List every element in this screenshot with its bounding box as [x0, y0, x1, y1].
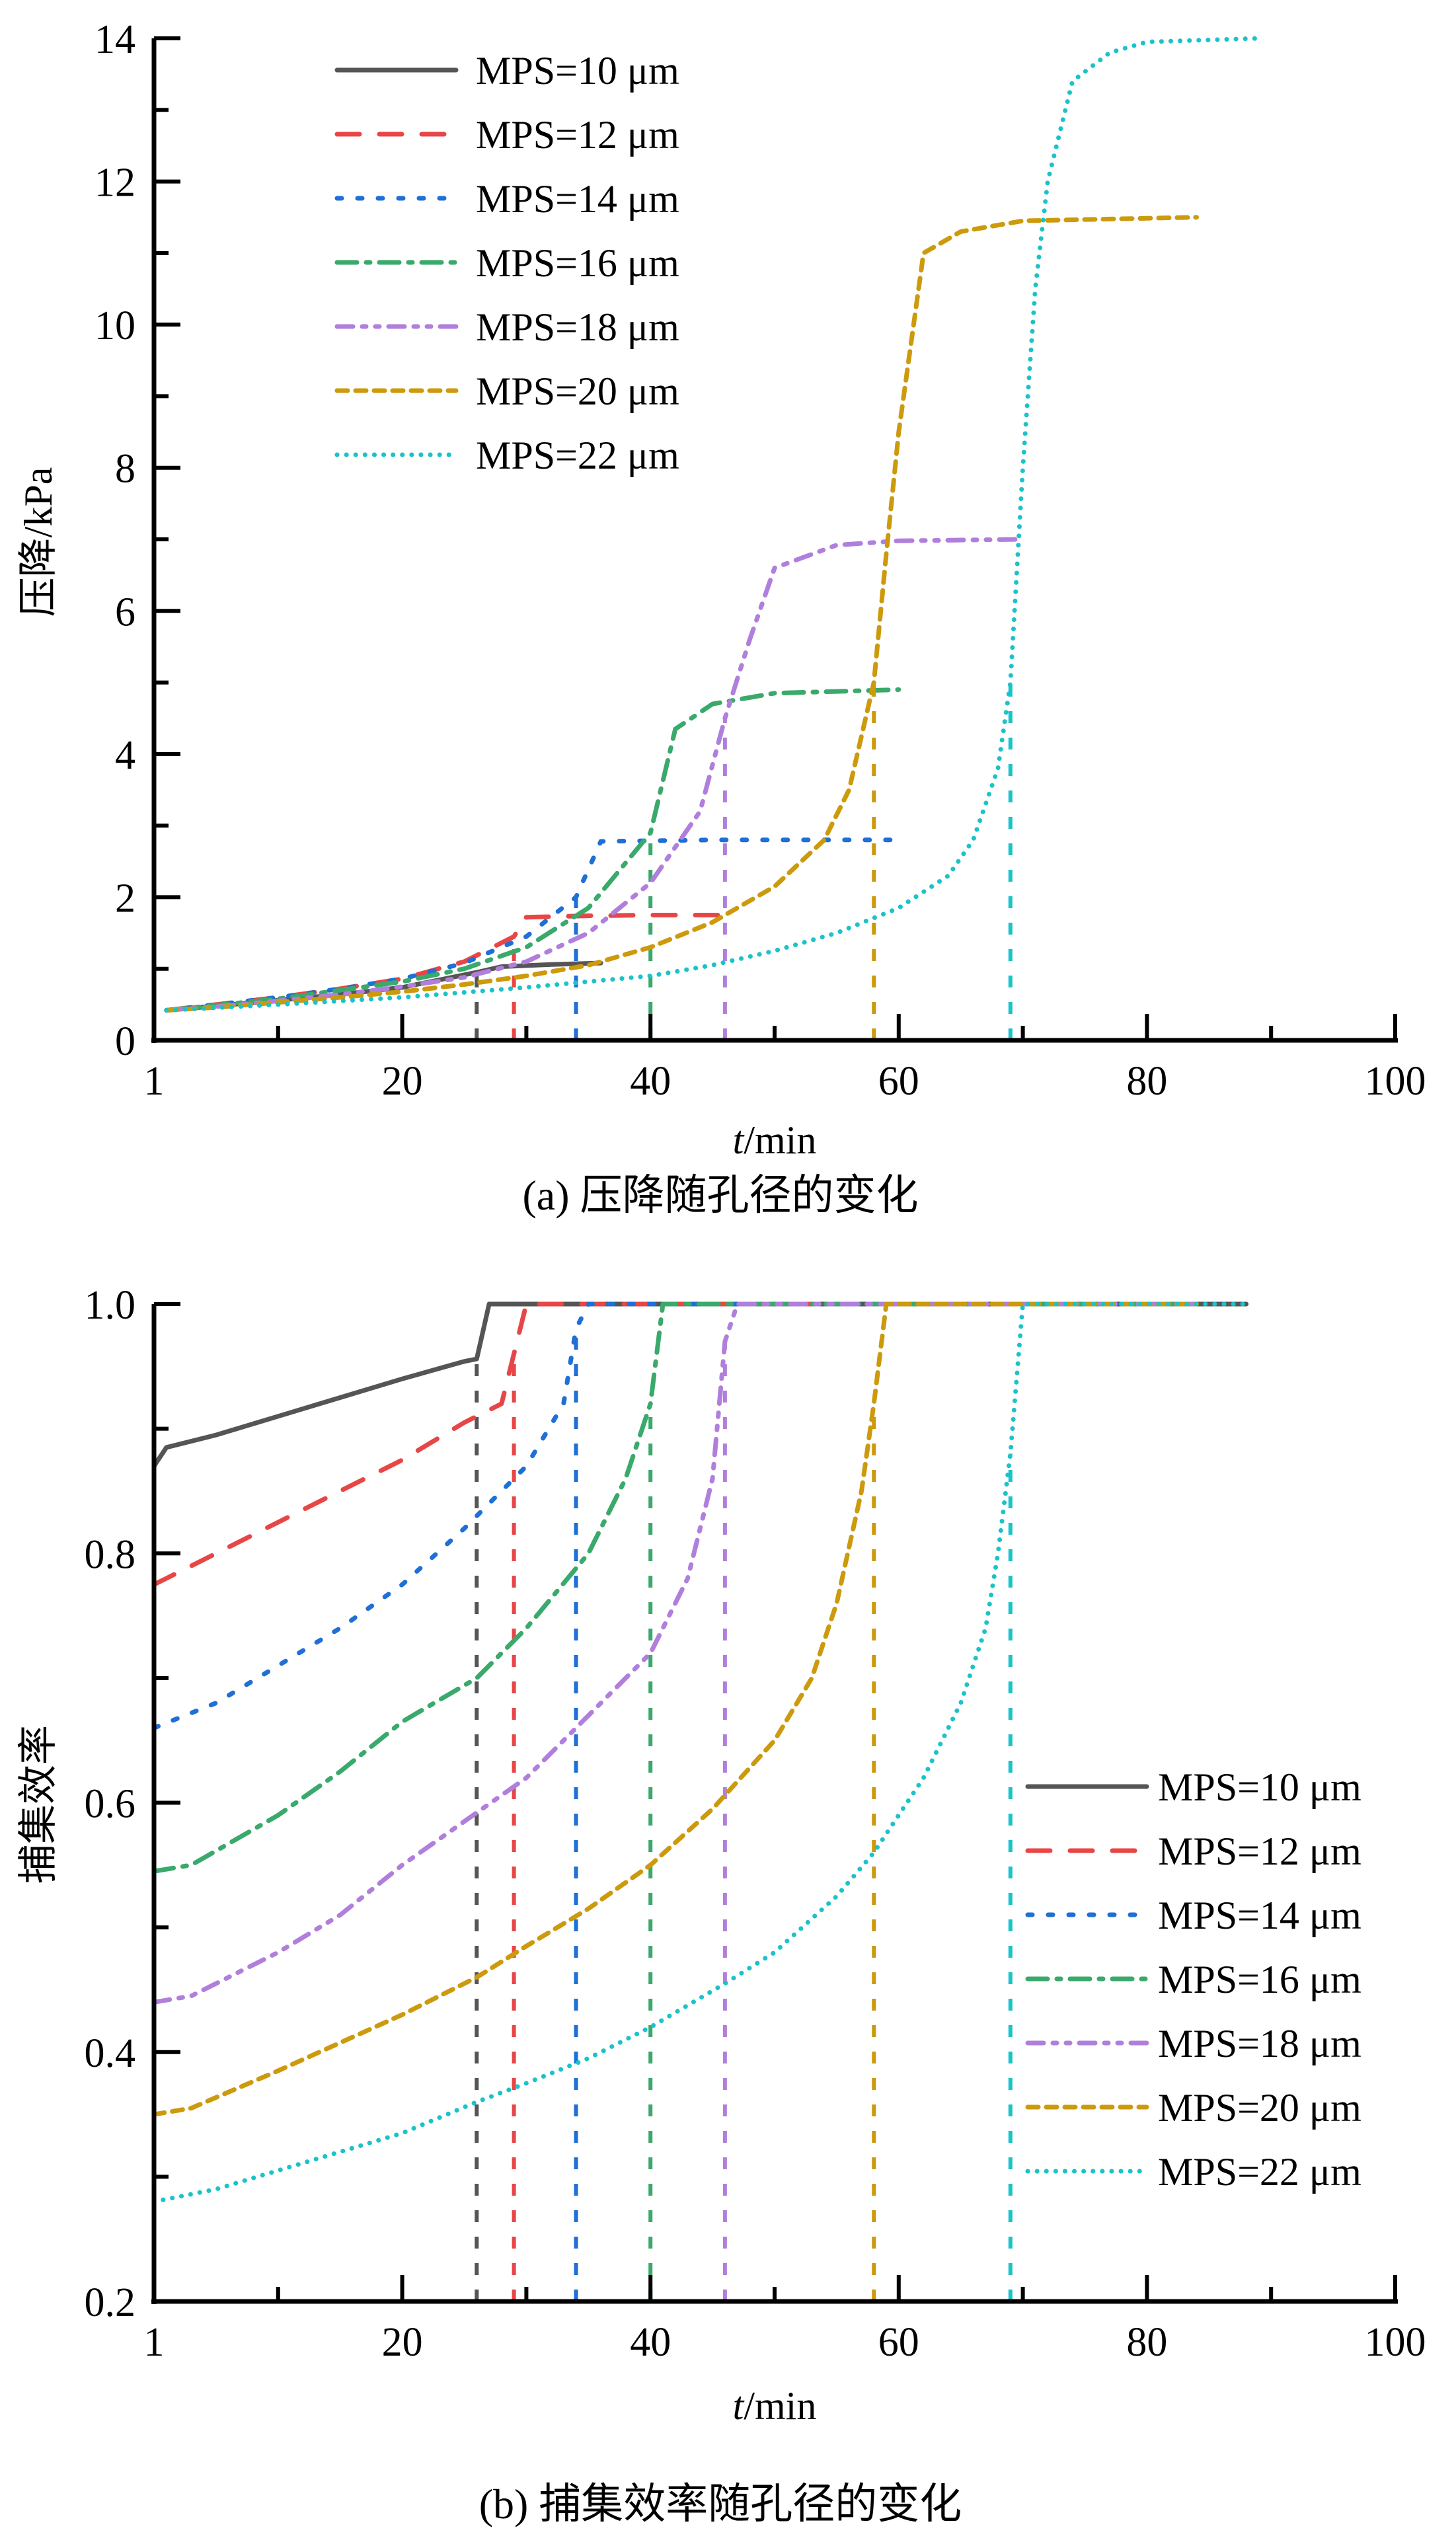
legend-item: MPS=14 μm [334, 177, 679, 221]
x-tick-label: 1 [144, 1059, 165, 1104]
legend-label: MPS=22 μm [1158, 2150, 1361, 2194]
legend-item: MPS=10 μm [1025, 1765, 1361, 1809]
legend-item: MPS=22 μm [1025, 2150, 1361, 2194]
legend: MPS=10 μm MPS=12 μm MPS=14 μm MPS=16 μm MPS=… [1025, 1765, 1361, 2194]
legend-label: MPS=16 μm [1158, 1958, 1361, 2001]
legend-label: MPS=20 μm [1158, 2086, 1361, 2130]
series-group [151, 1301, 1249, 2301]
legend-label: MPS=10 μm [476, 49, 679, 93]
legend-label: MPS=18 μm [476, 305, 679, 349]
x-tick-label: 60 [878, 1059, 919, 1104]
y-tick-label: 0.2 [85, 2280, 136, 2325]
legend-item: MPS=20 μm [1025, 2086, 1361, 2130]
series-line-3 [151, 1301, 1199, 1874]
legend-label: MPS=20 μm [476, 369, 679, 413]
legend-item: MPS=12 μm [334, 113, 679, 157]
legend-item: MPS=20 μm [334, 369, 679, 413]
y-tick-label: 10 [95, 303, 135, 348]
x-axis-title: t/min [733, 1118, 817, 1162]
x-axis-title-var: t [733, 1118, 745, 1162]
x-tick-label: 40 [630, 2320, 671, 2365]
series-line-2 [164, 837, 901, 1013]
series-line-3 [164, 687, 901, 1013]
legend: MPS=10 μm MPS=12 μm MPS=14 μm MPS=16 μm MPS=… [334, 49, 679, 477]
legend-label: MPS=16 μm [476, 241, 679, 285]
x-axis-title-unit: /min [744, 1118, 816, 1162]
x-tick-label: 100 [1365, 2320, 1426, 2365]
series-line-5 [151, 1301, 1199, 2117]
y-tick-label: 12 [95, 161, 135, 206]
chart-pressure-drop: 1 20 40 60 80 100 0 2 4 6 8 10 12 14 压降/kPa t/min MPS=10… [17, 17, 1426, 1162]
legend-item: MPS=16 μm [1025, 1958, 1361, 2001]
legend-item: MPS=16 μm [334, 241, 679, 285]
y-tick-label: 0.6 [85, 1782, 136, 1827]
legend-label: MPS=14 μm [1158, 1894, 1361, 1937]
series-group [164, 36, 1261, 1040]
legend-item: MPS=22 μm [334, 434, 679, 477]
legend-item: MPS=18 μm [1025, 2022, 1361, 2065]
x-tick-label: 1 [144, 2320, 165, 2365]
x-tick-label: 20 [382, 1059, 423, 1104]
legend-label: MPS=18 μm [1158, 2022, 1361, 2065]
series-line-4 [164, 537, 1026, 1013]
y-tick-label: 14 [95, 17, 135, 62]
y-tick-label: 4 [115, 733, 135, 778]
legend-item: MPS=12 μm [1025, 1830, 1361, 1873]
x-tick-label: 100 [1365, 1059, 1426, 1104]
chart-capture-efficiency: 1 20 40 60 80 100 0.2 0.4 0.6 0.8 1.0 捕集效率 t/min MPS=… [17, 1283, 1426, 2428]
series-line-0 [151, 1301, 1249, 1469]
y-tick-label: 0.4 [85, 2031, 136, 2076]
legend-item: MPS=10 μm [334, 49, 679, 93]
series-line-5 [164, 215, 1199, 1013]
x-axis-title: t/min [733, 2384, 817, 2428]
series-line-1 [151, 1301, 1199, 1587]
series-line-6 [164, 36, 1261, 1013]
legend-label: MPS=12 μm [476, 113, 679, 157]
x-axis-title-var: t [733, 2384, 745, 2428]
x-tick-label: 80 [1126, 2320, 1167, 2365]
series-line-6 [151, 1301, 1249, 2204]
y-axis-title: 捕集效率 [17, 1725, 60, 1884]
x-tick-label: 20 [382, 2320, 423, 2365]
legend-item: MPS=18 μm [334, 305, 679, 349]
y-tick-label: 0 [115, 1019, 135, 1064]
legend-label: MPS=22 μm [476, 434, 679, 477]
legend-label: MPS=14 μm [476, 177, 679, 221]
y-tick-label: 2 [115, 876, 135, 921]
y-tick-label: 6 [115, 590, 135, 635]
caption-a: (a) 压降随孔径的变化 [522, 1172, 918, 1219]
x-tick-label: 40 [630, 1059, 671, 1104]
x-tick-label: 60 [878, 2320, 919, 2365]
x-axis-title-unit: /min [744, 2384, 816, 2428]
y-tick-label: 8 [115, 447, 135, 492]
legend-label: MPS=10 μm [1158, 1765, 1361, 1809]
caption-b: (b) 捕集效率随孔径的变化 [479, 2481, 962, 2527]
y-axis-title: 压降/kPa [17, 467, 60, 617]
legend-item: MPS=14 μm [1025, 1894, 1361, 1937]
legend-label: MPS=12 μm [1158, 1830, 1361, 1873]
series-line-4 [151, 1301, 1199, 2005]
series-line-2 [151, 1301, 1199, 1730]
y-tick-label: 1.0 [85, 1283, 136, 1328]
y-tick-label: 0.8 [85, 1532, 136, 1577]
x-tick-label: 80 [1126, 1059, 1167, 1104]
